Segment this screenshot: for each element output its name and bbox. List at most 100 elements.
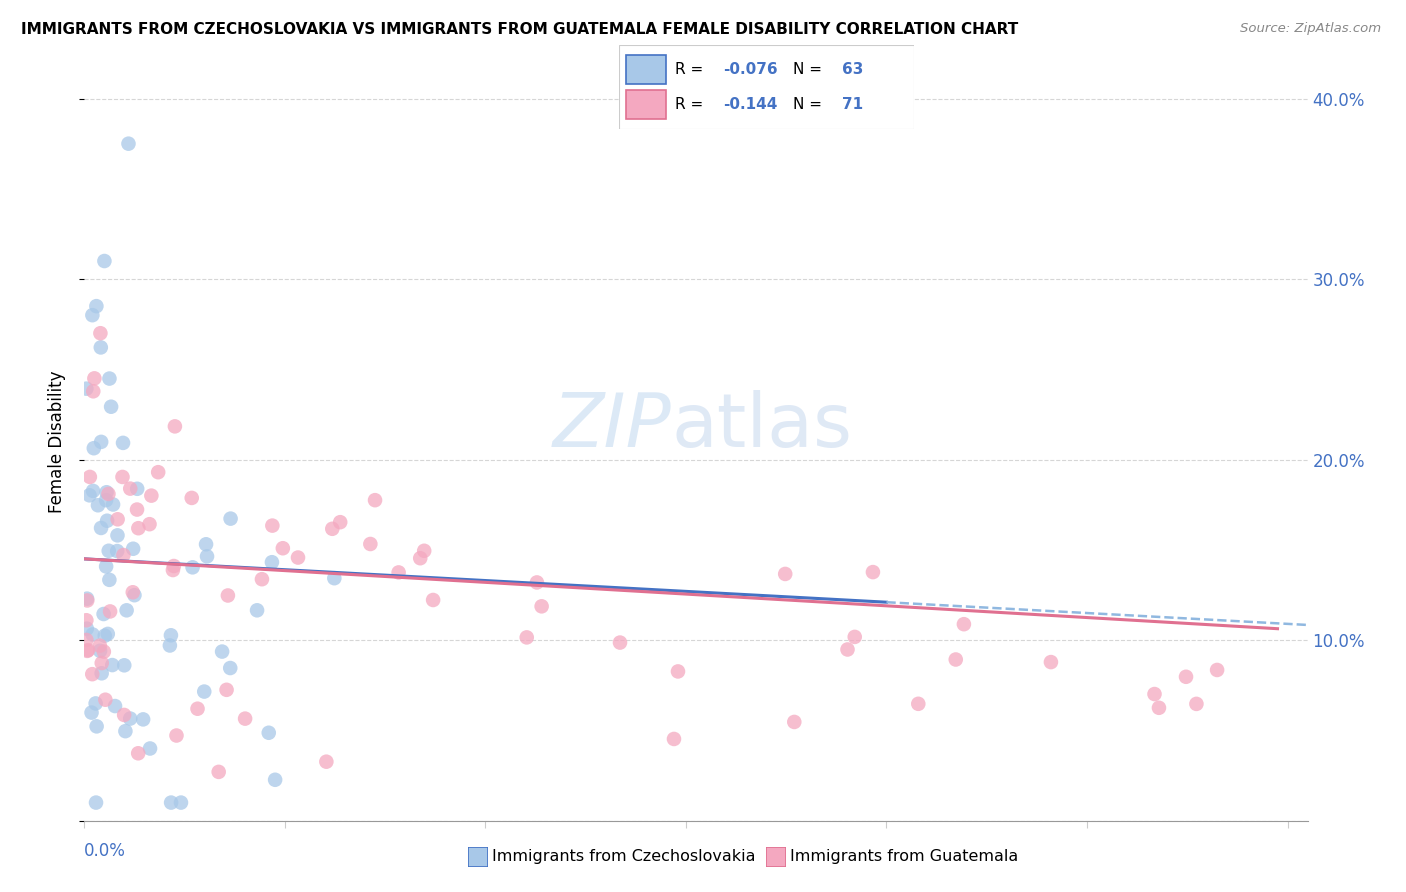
Point [181,560,204,574]
Point [82,308,104,322]
Text: ZIP: ZIP [553,391,672,462]
Point [180,491,202,505]
Point [1185,697,1208,711]
Point [117,136,139,151]
Point [112,658,135,673]
Point [264,772,287,787]
Point [132,712,155,726]
Point [96,514,118,528]
Point [215,682,238,697]
Point [79,470,101,484]
Point [413,543,436,558]
Point [862,565,884,579]
Point [127,482,149,496]
Point [211,644,233,658]
Point [159,639,181,653]
Point [1206,663,1229,677]
Text: Immigrants from Guatemala: Immigrants from Guatemala [790,849,1018,863]
Point [90,666,112,681]
Point [80,706,103,720]
Point [76,644,98,658]
Point [96,485,118,500]
Text: 71: 71 [842,97,863,112]
Point [90,521,112,535]
Point [219,661,242,675]
Point [783,714,806,729]
Point [193,684,215,698]
Point [1039,655,1062,669]
Point [186,702,208,716]
Bar [626,55,666,84]
Text: Source: ZipAtlas.com: Source: ZipAtlas.com [1240,22,1381,36]
Text: 63: 63 [842,62,863,77]
Bar [626,90,666,119]
Text: N =: N = [793,62,827,77]
Point [160,628,183,642]
Y-axis label: Female Disability: Female Disability [48,370,66,513]
Point [217,589,239,603]
Point [83,371,105,385]
Point [111,470,134,484]
Point [837,642,859,657]
Point [97,627,120,641]
Point [75,632,97,647]
Point [422,593,444,607]
Point [127,521,149,535]
Text: N =: N = [793,97,827,112]
Text: R =: R = [675,97,707,112]
Point [773,566,796,581]
Point [107,528,129,542]
Point [1147,700,1170,714]
Point [287,550,309,565]
Point [94,629,117,643]
Point [98,371,121,385]
Point [257,725,280,739]
Point [107,512,129,526]
Text: -0.144: -0.144 [724,97,778,112]
Point [97,543,120,558]
Point [208,764,231,779]
Point [409,551,432,566]
Point [141,489,163,503]
Point [124,588,146,602]
Point [166,729,188,743]
Point [82,667,104,681]
Point [82,627,104,641]
Point [321,522,343,536]
Point [75,613,97,627]
Point [907,697,929,711]
Point [260,555,283,569]
Point [953,617,976,632]
Point [127,746,149,760]
Point [315,755,337,769]
Point [101,658,124,673]
Point [120,482,142,496]
Point [93,645,115,659]
Point [195,549,218,564]
Point [526,575,548,590]
Point [83,441,105,455]
Point [75,382,97,396]
Point [90,434,112,449]
Point [112,548,135,562]
Point [530,599,553,614]
Point [388,566,411,580]
Point [271,541,294,556]
FancyBboxPatch shape [619,45,914,129]
Point [93,254,115,268]
Point [233,712,256,726]
Point [844,630,866,644]
Point [138,517,160,532]
Point [76,622,98,636]
Point [666,665,689,679]
Point [89,326,111,341]
Point [662,731,685,746]
Point [76,591,98,606]
Point [89,644,111,658]
Point [945,652,967,666]
Text: 0.0%: 0.0% [84,842,127,860]
Point [139,741,162,756]
Point [94,493,117,508]
Point [163,559,186,574]
Text: R =: R = [675,62,707,77]
